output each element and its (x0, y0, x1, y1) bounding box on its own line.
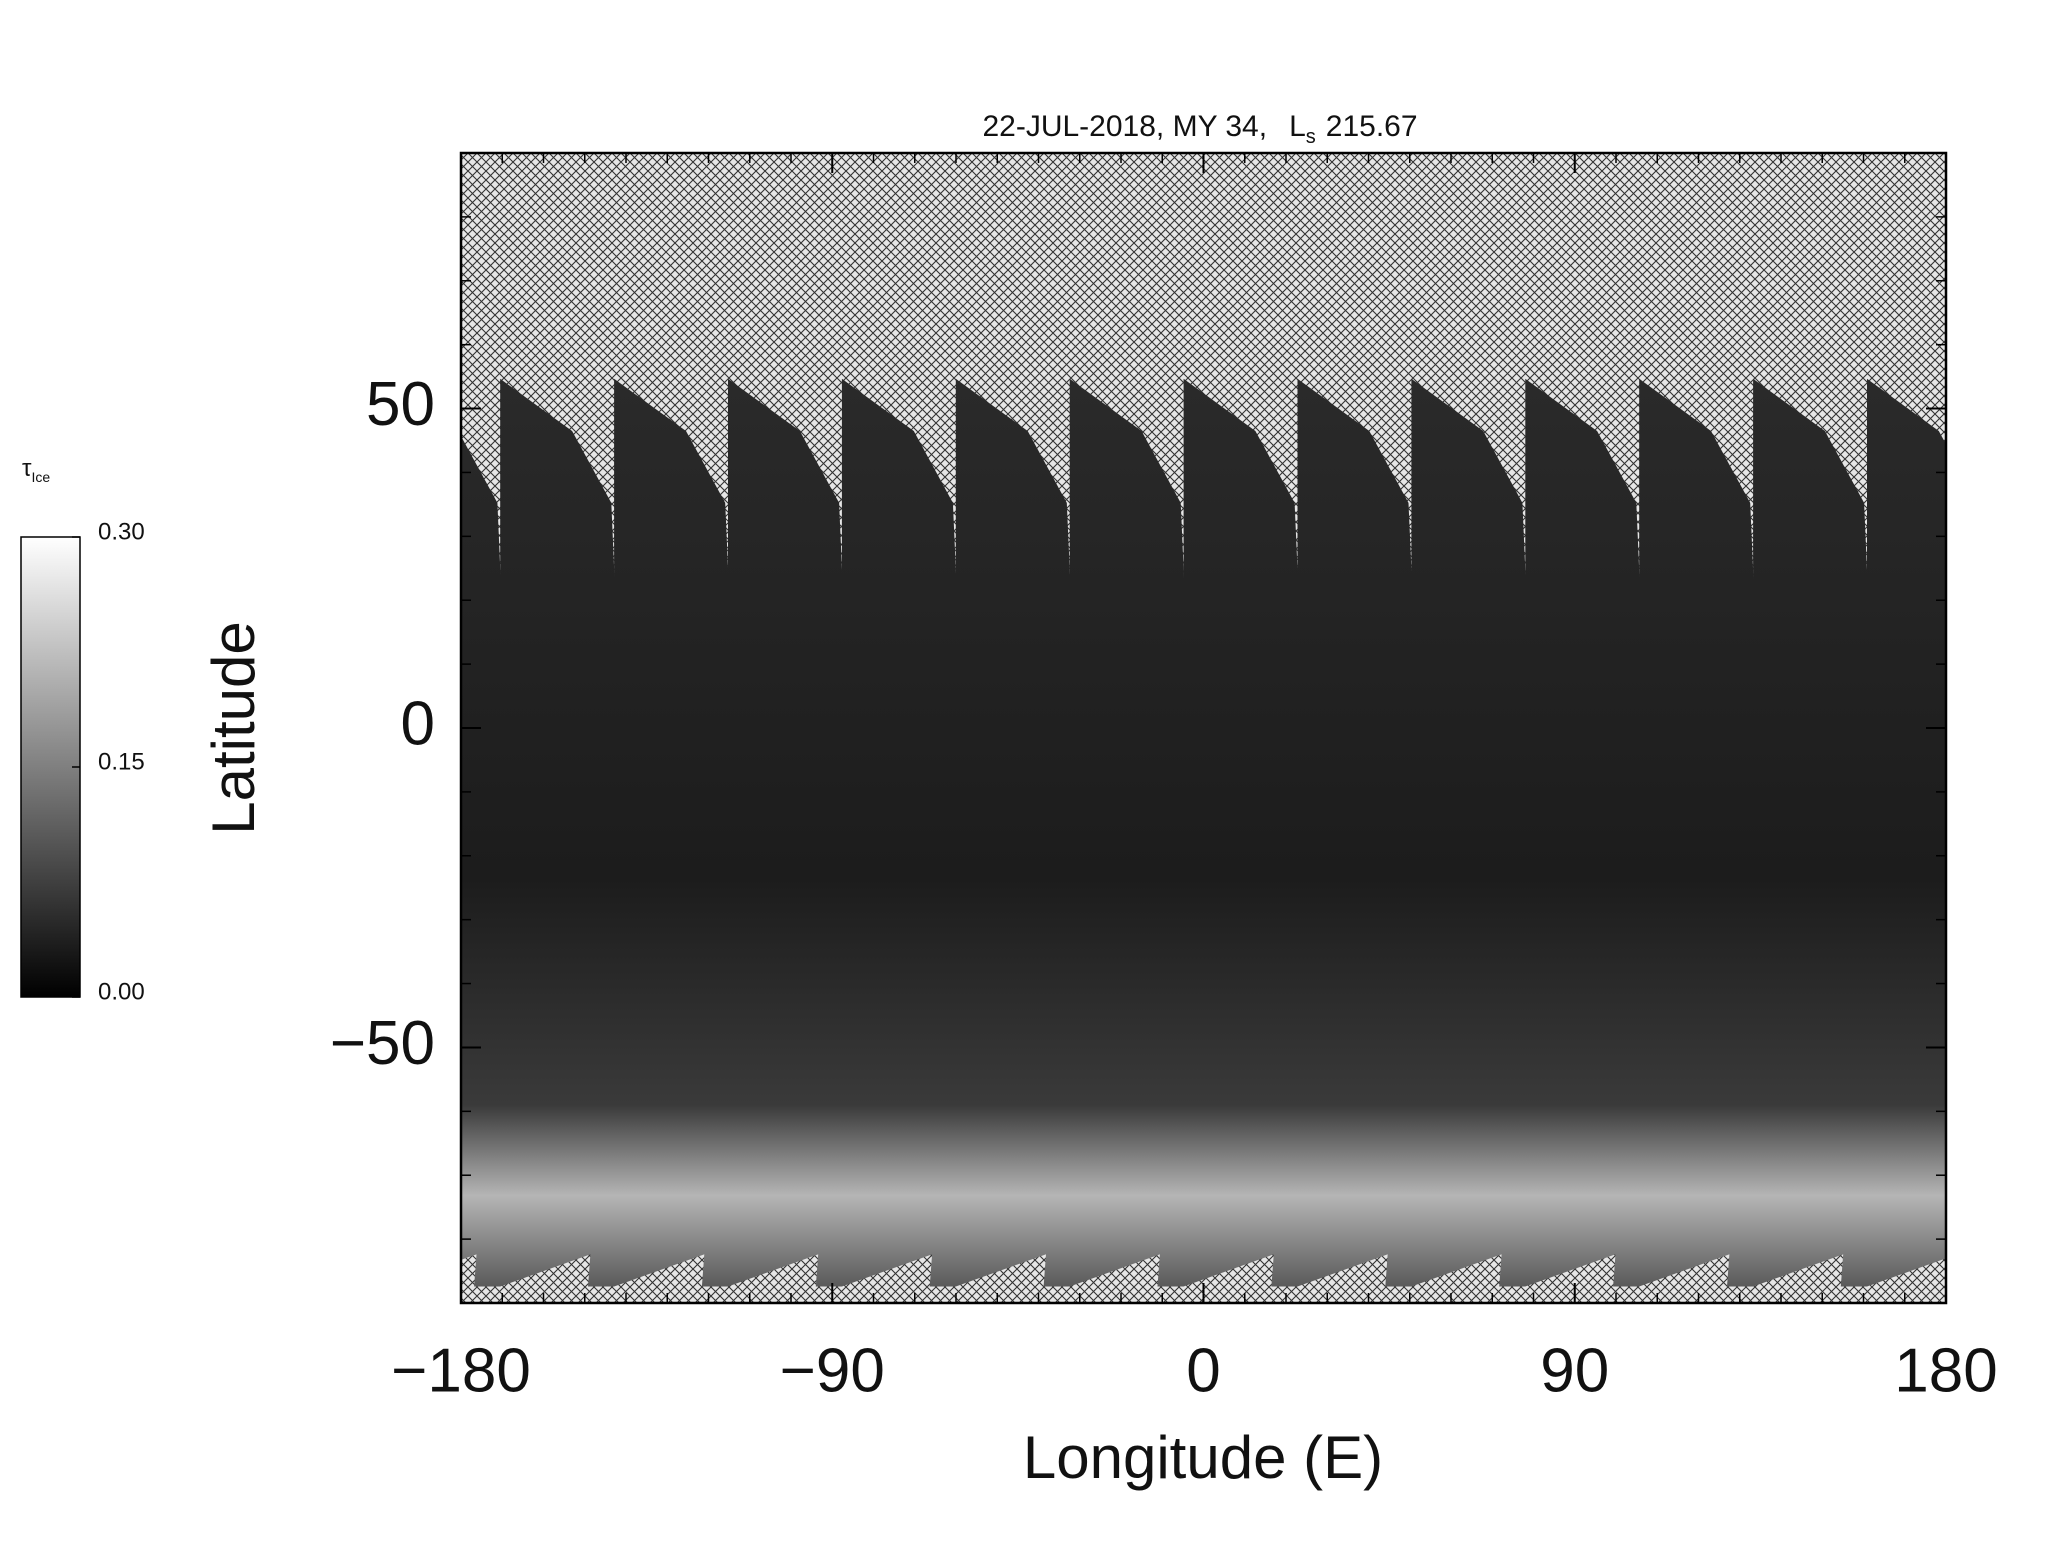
colorbar (20, 536, 81, 998)
title-ls-sub: s (1306, 126, 1316, 148)
title-main: 22-JUL-2018, MY 34, (982, 110, 1267, 143)
colorbar-label: τIce (22, 455, 50, 484)
title-ls-value: 215.67 (1326, 110, 1418, 143)
y-axis-label: Latitude (200, 621, 267, 835)
y-tick-label: −50 (330, 1009, 435, 1078)
y-tick-label: 0 (401, 689, 435, 758)
y-tick-label: 50 (366, 370, 435, 439)
colorbar-sub: Ice (31, 469, 50, 485)
swath (1840, 378, 1946, 1287)
title-ls: L (1289, 110, 1306, 143)
x-tick-label: −90 (780, 1336, 885, 1405)
x-tick-label: −180 (391, 1336, 531, 1405)
colorbar-symbol: τ (22, 455, 32, 482)
orbit-swaths (461, 378, 2048, 1287)
x-tick-label: 90 (1540, 1336, 1609, 1405)
colorbar-tick-label: 0.15 (98, 748, 145, 775)
swath (1955, 379, 2048, 1287)
colorbar-tick-label: 0.00 (98, 978, 145, 1005)
x-tick-label: 0 (1186, 1336, 1220, 1405)
x-axis-label: Longitude (E) (1023, 1424, 1383, 1491)
x-tick-label: 180 (1894, 1336, 1997, 1405)
colorbar-tick-label: 0.30 (98, 518, 145, 545)
chart-title: 22-JUL-2018, MY 34, Ls 215.67 (982, 110, 1417, 148)
